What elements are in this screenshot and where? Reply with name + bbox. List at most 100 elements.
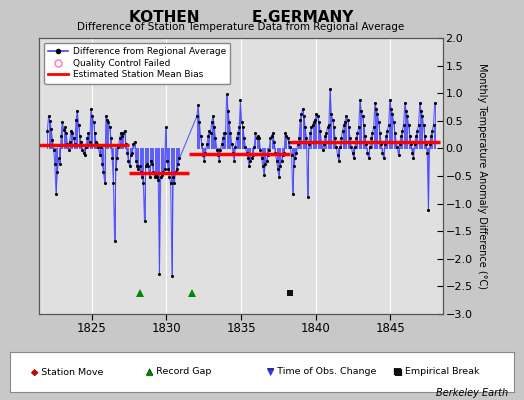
- Point: [219, 135, 227, 142]
- Point: [414, 122, 423, 128]
- Point: [369, 124, 378, 131]
- Point: [321, 133, 329, 140]
- Point: [282, 133, 291, 140]
- Point: [112, 166, 120, 172]
- Point: [58, 119, 67, 125]
- Point: [196, 133, 205, 140]
- Point: [377, 141, 386, 147]
- Point: [429, 122, 438, 128]
- Point: [201, 150, 210, 156]
- Point: [211, 135, 220, 142]
- Point: [217, 141, 226, 147]
- Point: [95, 152, 104, 158]
- Point: [300, 113, 308, 120]
- Point: [395, 152, 403, 158]
- Point: [165, 174, 173, 180]
- Point: [359, 122, 368, 128]
- Point: [214, 152, 222, 158]
- Point: [167, 180, 175, 186]
- Point: [352, 135, 361, 142]
- Point: [210, 124, 219, 131]
- Text: Berkeley Earth: Berkeley Earth: [436, 388, 508, 398]
- Point: [198, 141, 206, 147]
- Point: [124, 157, 133, 164]
- Point: [54, 155, 63, 162]
- Point: [419, 122, 428, 128]
- Point: [255, 135, 264, 142]
- Point: [147, 157, 155, 164]
- Text: ■: ■: [393, 368, 402, 376]
- Point: [128, 150, 136, 156]
- Point: [390, 130, 399, 136]
- Point: [109, 180, 117, 186]
- Point: [272, 157, 281, 164]
- Point: [169, 174, 178, 180]
- Point: [372, 106, 380, 112]
- Point: [319, 146, 327, 153]
- Point: [93, 141, 102, 147]
- Point: [410, 141, 419, 147]
- Point: [145, 174, 154, 180]
- Point: [270, 138, 278, 145]
- Point: [243, 150, 251, 156]
- Point: [368, 130, 377, 136]
- Point: [303, 194, 312, 200]
- Point: [260, 172, 268, 178]
- Point: [71, 141, 79, 147]
- Point: [280, 150, 288, 156]
- Point: [296, 116, 304, 123]
- Point: [164, 166, 172, 172]
- Point: [56, 161, 64, 167]
- Point: [413, 128, 421, 134]
- Text: ◆: ◆: [30, 368, 38, 376]
- Point: [78, 146, 86, 153]
- Point: [245, 163, 253, 169]
- Point: [121, 128, 129, 134]
- Point: [362, 141, 370, 147]
- Point: [159, 168, 167, 175]
- Point: [331, 135, 339, 142]
- Point: [406, 133, 414, 140]
- Text: ▲: ▲: [146, 368, 154, 376]
- Point: [204, 133, 212, 140]
- Point: [393, 144, 401, 150]
- Point: [209, 113, 217, 120]
- Point: [295, 135, 303, 142]
- Point: [261, 161, 269, 167]
- Point: [266, 135, 275, 142]
- Point: [158, 172, 166, 178]
- Point: [127, 152, 135, 158]
- Point: [119, 130, 128, 136]
- Point: [63, 141, 72, 147]
- Point: [351, 144, 359, 150]
- Point: [64, 146, 73, 153]
- Point: [90, 119, 98, 125]
- Point: [223, 91, 231, 98]
- Point: [269, 130, 277, 136]
- Point: [115, 135, 124, 142]
- Point: [343, 116, 352, 123]
- Point: [221, 130, 230, 136]
- Point: [301, 124, 309, 131]
- Point: [215, 157, 223, 164]
- Point: [290, 163, 298, 169]
- Point: [346, 135, 354, 142]
- Point: [140, 218, 149, 224]
- Point: [104, 119, 113, 125]
- Point: [325, 122, 333, 128]
- Point: [306, 130, 314, 136]
- Point: [304, 141, 313, 147]
- Point: [99, 168, 107, 175]
- Point: [320, 141, 328, 147]
- Point: [424, 207, 433, 214]
- Point: [335, 157, 343, 164]
- Point: [247, 155, 256, 162]
- Point: [91, 130, 99, 136]
- Point: [264, 152, 272, 158]
- Point: [373, 111, 381, 117]
- Point: [357, 108, 365, 114]
- Point: [199, 152, 208, 158]
- Point: [96, 144, 105, 150]
- Point: [92, 138, 100, 145]
- Point: [139, 180, 147, 186]
